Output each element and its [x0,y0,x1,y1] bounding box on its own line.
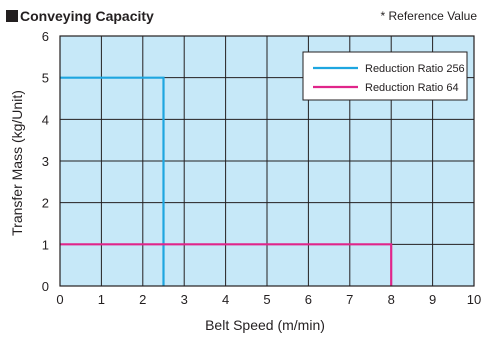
plot-frame [59,35,475,287]
x-tick-label: 1 [98,292,105,307]
legend-label-1: Reduction Ratio 256 [365,63,465,75]
x-tick-label: 8 [388,292,395,307]
x-tick-label: 4 [222,292,229,307]
reference-note: * Reference Value [380,9,477,23]
x-tick-label: 5 [263,292,270,307]
x-tick-label: 10 [467,292,481,307]
x-tick-label: 9 [429,292,436,307]
x-tick-label: 3 [181,292,188,307]
y-tick-label: 5 [42,71,49,86]
series-line-1 [60,76,165,286]
x-tick-label: 6 [305,292,312,307]
y-tick-label: 3 [42,154,49,169]
series-line-2 [60,243,393,286]
x-tick-label: 7 [346,292,353,307]
x-tick-label: 0 [56,292,63,307]
chart-title-text: Conveying Capacity [20,8,154,24]
x-tick-label: 2 [139,292,146,307]
y-tick-label: 6 [42,29,49,44]
y-tick-label: 0 [42,279,49,294]
legend: Reduction Ratio 256 Reduction Ratio 64 [302,51,468,101]
y-tick-label: 2 [42,196,49,211]
y-tick-label: 1 [42,237,49,252]
legend-label-2: Reduction Ratio 64 [365,82,459,94]
legend-box [302,51,468,101]
x-axis-label: Belt Speed (m/min) [205,317,325,333]
y-tick-label: 4 [42,112,49,127]
title-square-icon [6,10,18,22]
chart-title: Conveying Capacity [6,8,154,24]
y-axis-label: Transfer Mass (kg/Unit) [9,90,25,236]
